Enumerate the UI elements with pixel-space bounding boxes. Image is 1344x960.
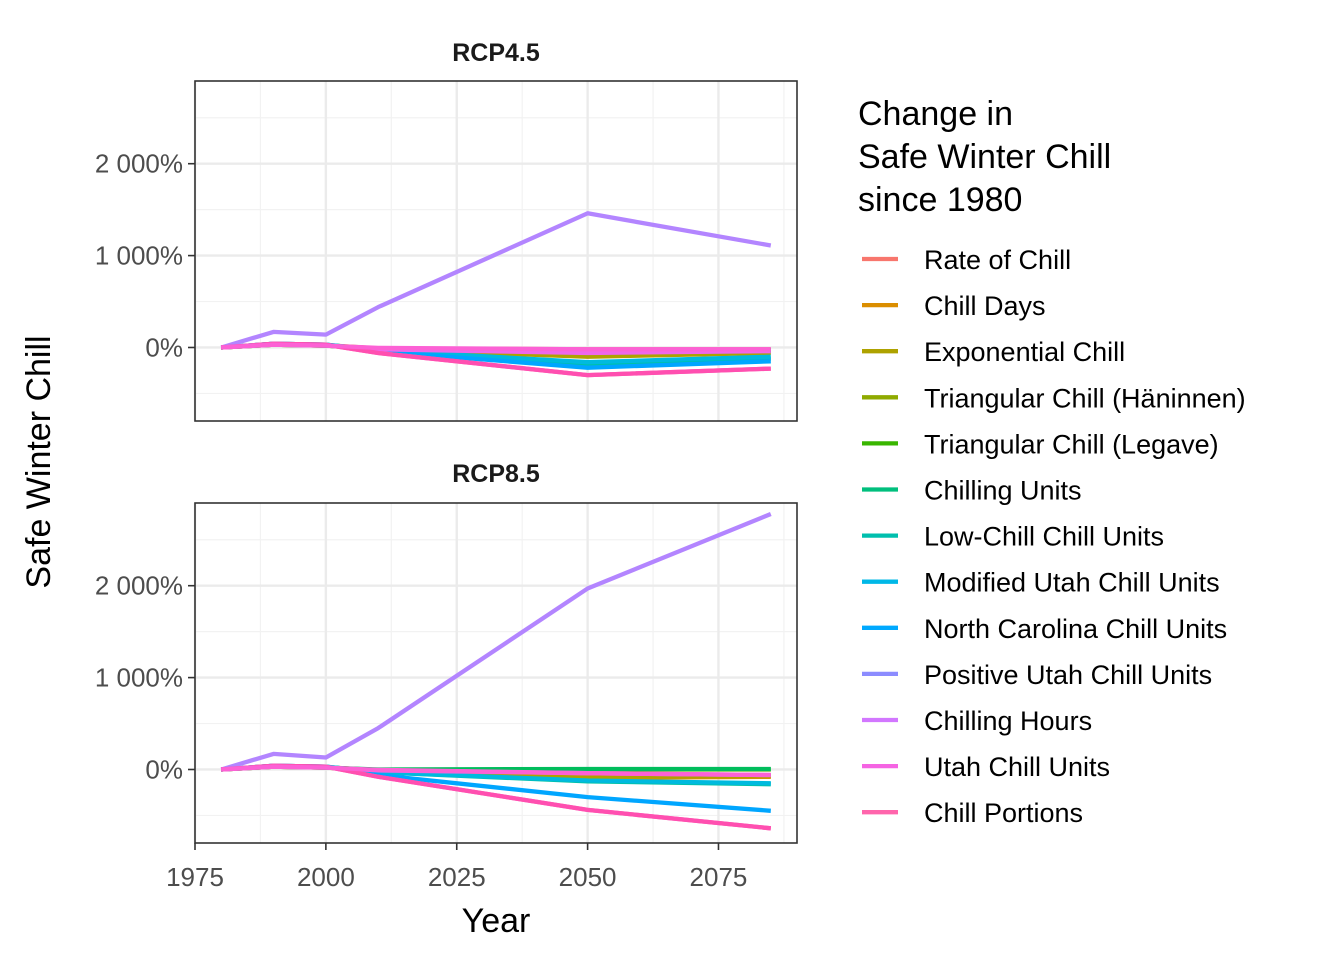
y-axis-title: Safe Winter Chill <box>20 335 58 588</box>
x-tick-label: 2050 <box>559 862 617 892</box>
legend-label: Triangular Chill (Häninnen) <box>924 383 1246 413</box>
legend-label: Low-Chill Chill Units <box>924 522 1164 552</box>
legend-label: Positive Utah Chill Units <box>924 660 1212 690</box>
x-tick-label: 2000 <box>297 862 355 892</box>
panel-rcp45: RCP4.5 0% 1 000% 2 000% <box>95 39 798 422</box>
legend-title-line: Safe Winter Chill <box>858 138 1111 176</box>
series-line <box>221 764 771 778</box>
x-tick-label: 1975 <box>166 862 224 892</box>
legend-label: Chill Portions <box>924 798 1083 828</box>
x-tick-label: 2025 <box>428 862 486 892</box>
facet-strip-label: RCP4.5 <box>452 39 540 67</box>
panel-rcp85: RCP8.5 0% 1 000% 2 000% 1975 2000 2025 2050 2075 <box>95 460 798 892</box>
legend-label: Triangular Chill (Legave) <box>924 429 1219 459</box>
y-tick-label: 1 000% <box>95 663 183 693</box>
y-tick-label: 2 000% <box>95 149 183 179</box>
legend-label: Chilling Hours <box>924 706 1092 736</box>
legend-label: Chilling Units <box>924 476 1082 506</box>
series-line <box>221 342 771 352</box>
legend-label: Exponential Chill <box>924 337 1125 367</box>
y-tick-label: 2 000% <box>95 571 183 601</box>
y-tick-label: 0% <box>145 332 183 362</box>
y-tick-label: 1 000% <box>95 241 183 271</box>
y-tick-label: 0% <box>145 754 183 784</box>
series-line <box>220 211 772 350</box>
x-axis-title: Year <box>462 902 531 940</box>
legend-title-line: Change in <box>858 95 1013 133</box>
panel-background <box>195 503 797 843</box>
legend-label: North Carolina Chill Units <box>924 614 1227 644</box>
series-line <box>220 512 772 772</box>
facet-strip-label: RCP8.5 <box>452 460 540 488</box>
x-tick-label: 2075 <box>690 862 748 892</box>
panel-border <box>194 502 798 844</box>
legend-label: Rate of Chill <box>924 245 1071 275</box>
legend-label: Chill Days <box>924 291 1046 321</box>
legend-title-line: since 1980 <box>858 181 1022 219</box>
legend: Change in Safe Winter Chill since 1980 Rate… <box>858 95 1246 828</box>
legend-label: Modified Utah Chill Units <box>924 568 1220 598</box>
legend-label: Utah Chill Units <box>924 752 1110 782</box>
panel-border <box>194 80 798 422</box>
